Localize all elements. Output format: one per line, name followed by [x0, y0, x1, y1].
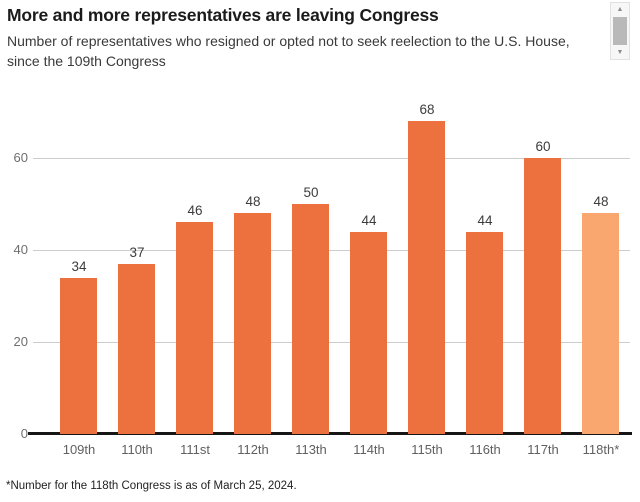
bar-slot-116th: 44	[456, 95, 514, 434]
bar-slot-111st: 46	[166, 95, 224, 434]
bar-value-label-116th: 44	[477, 212, 493, 228]
bar-value-label-112th: 48	[245, 194, 261, 210]
x-tick-label-112th: 112th	[237, 442, 269, 457]
x-tick-label-113th: 113th	[295, 442, 327, 457]
bar-113th	[292, 204, 329, 434]
scroll-up-button[interactable]: ▲	[613, 6, 627, 13]
scroll-down-icon: ▼	[616, 49, 624, 56]
bar-value-label-109th: 34	[71, 258, 87, 274]
x-axis-baseline	[28, 432, 632, 435]
bar-slot-115th: 68	[398, 95, 456, 434]
bar-value-label-110th: 37	[129, 244, 145, 260]
x-tick-label-109th: 109th	[62, 442, 96, 457]
bar-value-label-113th: 50	[303, 185, 319, 200]
scrollbar[interactable]: ▲ ▼	[610, 2, 630, 60]
x-tick-label-116th: 116th	[469, 442, 501, 457]
bar-111st	[176, 222, 213, 434]
bar-112th	[234, 213, 271, 434]
bar-118th*	[582, 213, 619, 434]
bar-slot-112th: 48	[224, 95, 282, 434]
y-tick-label-20: 20	[13, 334, 28, 349]
bar-slot-118th*: 48	[572, 95, 630, 434]
bar-value-label-111st: 46	[187, 203, 203, 219]
page-title: More and more representatives are leavin…	[7, 5, 439, 25]
x-tick-label-117th: 117th	[527, 442, 559, 457]
bar-117th	[524, 158, 561, 434]
bar-116th	[466, 231, 503, 434]
bar-value-label-115th: 68	[419, 102, 435, 118]
bar-slot-117th: 60	[514, 95, 572, 434]
scroll-up-icon: ▲	[616, 6, 624, 13]
y-tick-label-0: 0	[20, 426, 28, 441]
chart-subtitle: Number of representatives who resigned o…	[7, 33, 570, 69]
bar-110th	[118, 263, 155, 434]
scroll-down-button[interactable]: ▼	[613, 49, 627, 56]
bar-slot-113th: 50	[282, 95, 340, 434]
scrollbar-thumb[interactable]	[613, 17, 627, 45]
bar-slot-114th: 44	[340, 95, 398, 434]
x-tick-label-110th: 110th	[121, 442, 153, 457]
bar-slot-110th: 37	[108, 95, 166, 434]
x-tick-label-114th: 114th	[353, 442, 385, 457]
bar-value-label-118th*: 48	[593, 194, 609, 210]
bar-slot-109th: 34	[50, 95, 108, 434]
footnote: *Number for the 118th Congress is as of …	[6, 480, 297, 492]
x-tick-label-115th: 115th	[411, 442, 443, 457]
gridline-60	[33, 157, 630, 159]
bar-115th	[408, 121, 445, 434]
gridline-20	[33, 341, 630, 343]
gridline-40	[33, 249, 630, 251]
y-tick-label-40: 40	[13, 242, 28, 257]
bar-value-label-114th: 44	[361, 212, 377, 228]
grid-layer	[33, 95, 630, 434]
bar-109th	[60, 277, 97, 434]
bar-value-label-117th: 60	[535, 139, 551, 154]
x-tick-label-111st: 111st	[180, 442, 210, 457]
plot-area: 34 37 46 48 50 44 68 44 60 48	[50, 95, 630, 434]
y-tick-label-60: 60	[13, 150, 28, 165]
bar-114th	[350, 231, 387, 434]
x-axis-labels: 109th 110th 111st 112th 113th 114th 115th 116th…	[50, 442, 630, 457]
x-tick-label-118th*: 118th*	[582, 442, 620, 457]
